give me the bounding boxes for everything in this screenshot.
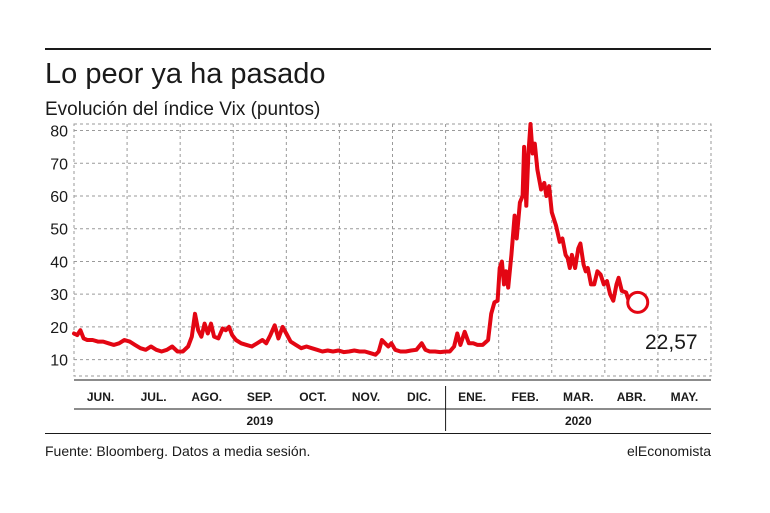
- chart-title: Lo peor ya ha pasado: [45, 58, 326, 90]
- x-tick-label-6: DIC.: [407, 390, 431, 404]
- top-rule: [45, 48, 711, 50]
- line-layer: [72, 122, 650, 357]
- y-tick-label-80: 80: [50, 124, 68, 141]
- x-axis: JUN. JUL. AGO. SEP. OCT. NOV. DIC. ENE. FEB. MAR.…: [74, 379, 711, 431]
- x-tick-label-3: SEP.: [247, 390, 273, 404]
- x-tick-label-5: NOV.: [352, 390, 380, 404]
- x-tick-label-2: AGO.: [191, 390, 222, 404]
- bottom-rule: [45, 433, 711, 434]
- last-value-label: 22,57: [645, 331, 698, 354]
- x-tick-label-11: MAY.: [671, 390, 699, 404]
- y-tick-label-10: 10: [50, 353, 68, 370]
- brand-logo: elEconomista: [626, 443, 711, 459]
- x-tick-label-7: ENE.: [458, 390, 486, 404]
- x-tick-label-0: JUN.: [87, 390, 114, 404]
- year-label-2019: 2019: [246, 414, 273, 428]
- y-tick-label-50: 50: [50, 222, 68, 239]
- y-tick-labels: 10 20 30 40 50 60 70 80: [50, 124, 68, 370]
- y-tick-label-40: 40: [50, 254, 68, 271]
- y-tick-label-70: 70: [50, 156, 68, 173]
- x-tick-label-4: OCT.: [299, 390, 326, 404]
- series-line-0: [72, 122, 632, 357]
- y-tick-label-60: 60: [50, 189, 68, 206]
- x-tick-label-9: MAR.: [563, 390, 594, 404]
- y-tick-label-30: 30: [50, 287, 68, 304]
- year-label-2020: 2020: [565, 414, 592, 428]
- source-note: Fuente: Bloomberg. Datos a media sesión.: [45, 443, 311, 459]
- grid-layer: [73, 123, 712, 377]
- x-tick-label-10: ABR.: [617, 390, 646, 404]
- y-tick-label-20: 20: [50, 320, 68, 337]
- chart-subtitle: Evolución del índice Vix (puntos): [45, 99, 321, 120]
- last-value-marker: [626, 290, 650, 314]
- x-tick-label-8: FEB.: [512, 390, 539, 404]
- x-tick-label-1: JUL.: [141, 390, 167, 404]
